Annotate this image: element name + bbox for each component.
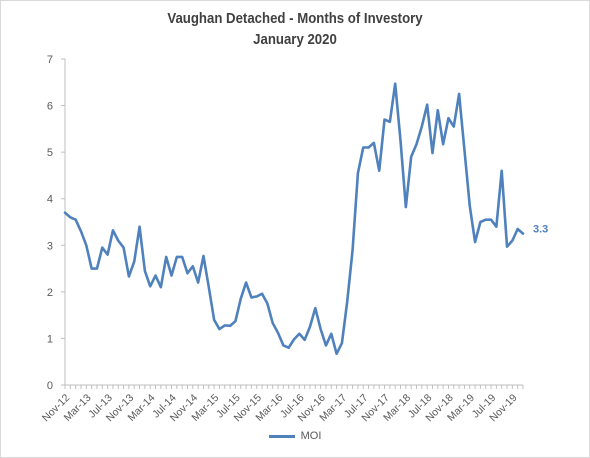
chart-title: Vaughan Detached - Months of Investory [167,10,423,27]
y-tick-label: 7 [47,54,53,66]
y-tick-label: 0 [47,380,53,392]
y-tick-label: 6 [47,101,53,113]
legend-swatch-moi [268,434,295,438]
legend: MOI [1,430,589,442]
y-tick-label: 3 [47,240,53,252]
last-value-label: 3.3 [533,224,548,236]
x-axis: Nov-12Mar-13Jul-13Nov-13Mar-14Jul-14Nov-… [40,384,524,424]
legend-label-moi: MOI [300,430,322,442]
plot-area: 3.3 [63,82,548,356]
y-axis: 0 1 2 3 4 5 6 7 [47,54,66,392]
y-tick-label: 4 [47,194,53,206]
y-tick-label: 1 [47,333,53,345]
chart-subtitle: January 2020 [253,31,337,48]
y-tick-label: 5 [47,147,53,159]
y-tick-label: 2 [47,287,53,299]
series-line-moi [63,82,525,356]
